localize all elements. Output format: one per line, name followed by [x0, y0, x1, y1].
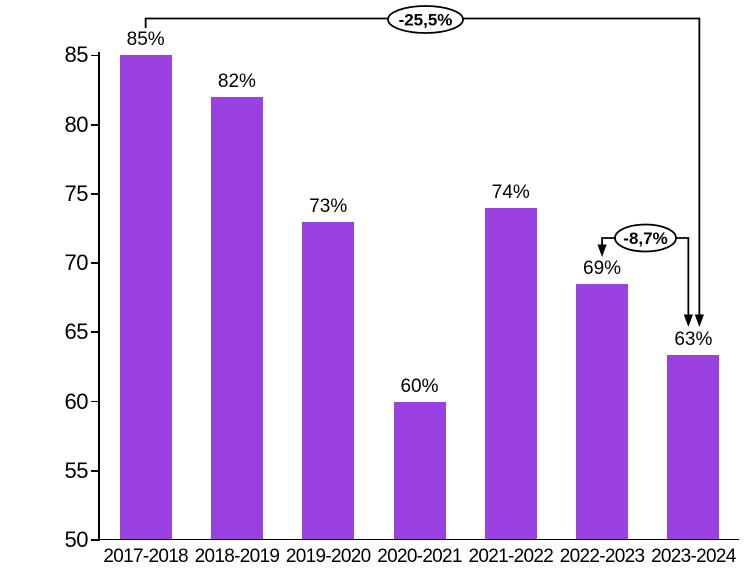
- bar-value-label: 69%: [583, 257, 622, 279]
- y-tick-mark: [91, 469, 100, 472]
- x-tick-label: 2019-2020: [285, 546, 371, 567]
- annotation-ellipse: [387, 5, 464, 34]
- annotation-arrow-line: [676, 237, 690, 315]
- x-tick-label: 2018-2019: [194, 546, 280, 567]
- arrowhead-icon: [683, 314, 693, 327]
- bar-value-label: 63%: [674, 328, 713, 350]
- x-axis-line: [98, 538, 739, 541]
- bar-value-label: 85%: [126, 29, 165, 51]
- arrowhead-icon: [597, 244, 607, 257]
- bar: [119, 55, 172, 539]
- y-tick-mark: [91, 539, 100, 541]
- y-tick-mark: [91, 54, 100, 57]
- y-tick-mark: [91, 193, 100, 195]
- annotation-ellipse: [614, 223, 677, 253]
- y-tick-mark: [91, 331, 100, 334]
- y-tick-mark: [91, 262, 100, 265]
- x-tick-label: 2020-2021: [377, 546, 462, 567]
- bar-value-label: 73%: [309, 195, 348, 217]
- y-tick-label: 65: [64, 319, 89, 345]
- arrowhead-icon: [694, 314, 704, 327]
- y-tick-label: 70: [64, 250, 89, 276]
- bar: [393, 401, 446, 539]
- bar: [667, 354, 720, 539]
- x-tick-label: 2023-2024: [651, 546, 736, 567]
- y-tick-label: 85: [64, 42, 89, 68]
- x-tick-label: 2021-2022: [468, 546, 554, 567]
- y-axis-line: [98, 52, 101, 542]
- bar: [576, 283, 629, 539]
- y-tick-label: 60: [64, 388, 89, 414]
- y-tick-mark: [91, 400, 100, 403]
- x-tick-label: 2017-2018: [103, 546, 188, 567]
- annotation-label: -25,5%: [399, 11, 453, 30]
- y-tick-label: 80: [64, 111, 89, 137]
- bar-value-label: 82%: [217, 71, 256, 93]
- y-tick-label: 50: [64, 527, 89, 552]
- bar-value-label: 74%: [491, 181, 530, 203]
- x-tick-label: 2022-2023: [559, 546, 645, 567]
- annotation-arrow-line: [144, 17, 388, 28]
- y-tick-mark: [91, 123, 100, 126]
- bar-value-label: 60%: [400, 375, 439, 397]
- y-tick-label: 55: [64, 457, 89, 483]
- bar: [210, 97, 263, 539]
- annotation-arrow-line: [601, 237, 615, 245]
- bar: [484, 207, 537, 539]
- annotation-label: -8,7%: [623, 229, 667, 248]
- bar: [302, 221, 355, 539]
- y-tick-label: 75: [64, 180, 89, 206]
